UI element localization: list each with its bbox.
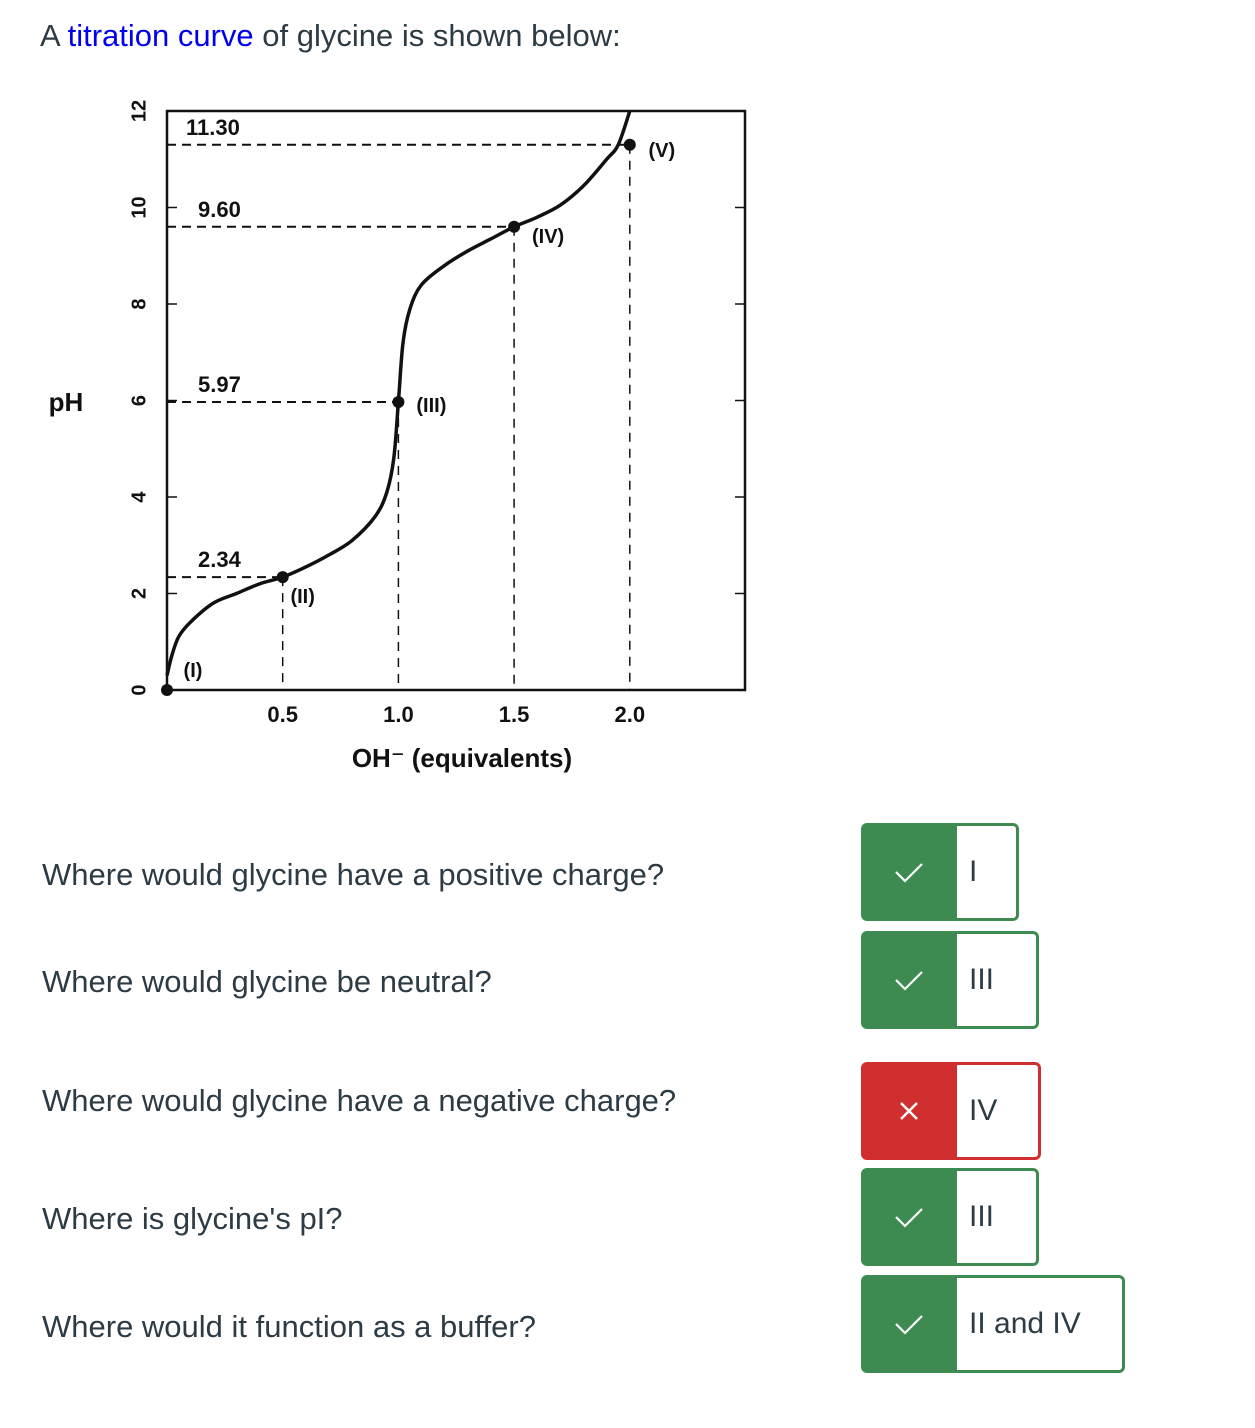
y-tick-label: 10	[128, 196, 150, 218]
titration-curve-line	[165, 110, 632, 676]
correct-check-icon	[861, 823, 957, 921]
answer-value: IV	[957, 1062, 1041, 1160]
x-tick-label: 1.0	[383, 702, 414, 727]
y-tick-label: 8	[128, 298, 150, 309]
correct-check-icon	[861, 1275, 957, 1373]
intro-suffix: of glycine is shown below:	[253, 18, 621, 53]
y-tick-label: 0	[128, 684, 150, 695]
correct-check-icon	[861, 1168, 957, 1266]
question-pi: Where is glycine's pI?	[42, 1201, 343, 1236]
answer-positive-charge[interactable]: I	[861, 823, 1019, 921]
data-point	[161, 684, 173, 696]
question-neutral: Where would glycine be neutral?	[42, 964, 492, 999]
answer-negative-charge[interactable]: IV	[861, 1062, 1041, 1160]
x-axis-label: OH⁻ (equivalents)	[352, 743, 572, 773]
titration-chart: 0 2 4 6 8 10 12 pH 0.5 1.0 1.5 2.0 OH⁻ (equivalents)…	[49, 100, 747, 773]
answer-value: I	[957, 823, 1019, 921]
annotation-label: 2.34	[198, 547, 242, 572]
annotation-label: 9.60	[198, 197, 241, 222]
data-point	[623, 138, 636, 151]
question-buffer: Where would it function as a buffer?	[42, 1309, 536, 1344]
point-label: (IV)	[532, 226, 564, 248]
answer-pi[interactable]: III	[861, 1168, 1039, 1266]
point-label: (III)	[416, 395, 446, 417]
x-tick-label: 2.0	[615, 702, 646, 727]
question-positive-charge: Where would glycine have a positive char…	[42, 857, 665, 892]
y-tick-label: 6	[128, 395, 150, 406]
data-point	[276, 571, 289, 584]
data-point	[392, 395, 405, 408]
annotation-label: 5.97	[198, 372, 241, 397]
point-label: (I)	[184, 660, 203, 682]
y-tick-label: 2	[128, 588, 150, 599]
y-axis-label: pH	[49, 387, 84, 417]
point-label: (II)	[290, 586, 314, 608]
answer-value: II and IV	[957, 1275, 1125, 1373]
titration-curve-link[interactable]: titration curve	[67, 18, 254, 53]
annotation-label: 11.30	[186, 115, 240, 140]
question-negative-charge: Where would glycine have a negative char…	[42, 1083, 677, 1118]
answer-buffer[interactable]: II and IV	[861, 1275, 1125, 1373]
point-label: (V)	[648, 140, 675, 162]
intro-text: A titration curve of glycine is shown be…	[40, 18, 621, 54]
correct-check-icon	[861, 931, 957, 1029]
answer-neutral[interactable]: III	[861, 931, 1039, 1029]
x-tick-label: 0.5	[267, 702, 298, 727]
intro-prefix: A	[40, 18, 68, 53]
x-tick-label: 1.5	[499, 702, 530, 727]
data-point	[508, 220, 521, 233]
y-tick-label: 12	[128, 100, 150, 122]
incorrect-x-icon	[861, 1062, 957, 1160]
y-tick-label: 4	[128, 491, 150, 503]
answer-value: III	[957, 931, 1039, 1029]
answer-value: III	[957, 1168, 1039, 1266]
plot-frame	[165, 109, 747, 692]
